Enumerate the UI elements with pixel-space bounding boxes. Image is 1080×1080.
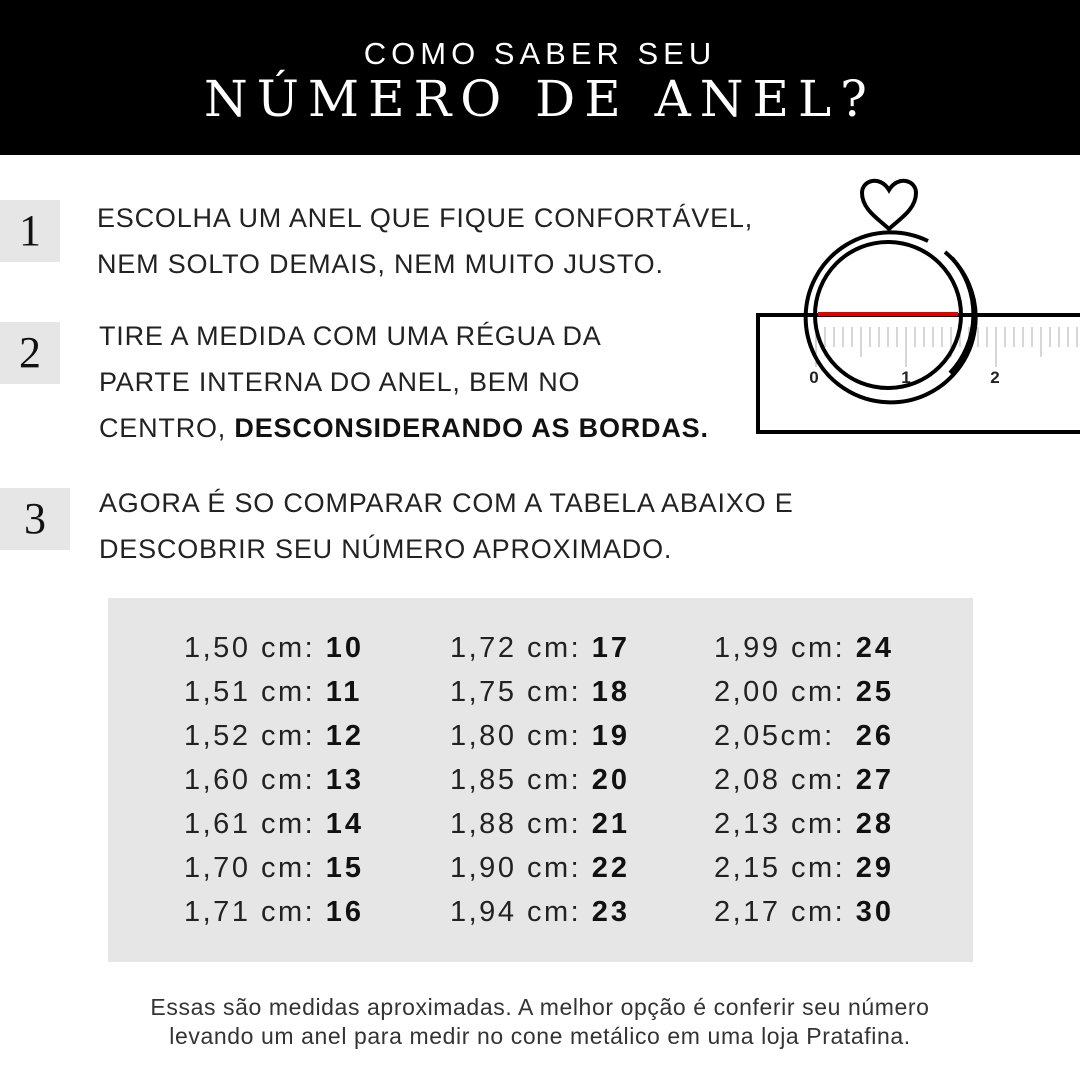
size-table-cell: 2,05cm: 26 (714, 720, 894, 753)
measurement: 1,70 cm: (184, 852, 326, 884)
measurement: 2,08 cm: (714, 764, 856, 796)
ring-size: 19 (591, 720, 631, 752)
measurement: 1,71 cm: (184, 896, 326, 928)
size-table-cell: 1,51 cm: 11 (184, 676, 362, 709)
size-table-cell: 1,71 cm: 16 (184, 896, 364, 929)
ring-size: 11 (325, 676, 363, 708)
size-table-cell: 1,80 cm: 19 (450, 720, 630, 753)
measurement: 1,90 cm: (450, 852, 592, 884)
heart-ring-icon (803, 178, 978, 405)
ring-size: 10 (325, 632, 365, 664)
measurement: 1,50 cm: (184, 632, 326, 664)
ring-size: 26 (855, 720, 895, 752)
ruler-label-2: 2 (990, 368, 999, 387)
step-2-text: TIRE A MEDIDA COM UMA RÉGUA DA PARTE INT… (99, 313, 709, 451)
ring-size: 20 (591, 764, 631, 796)
ring-size: 24 (855, 632, 895, 664)
size-table-cell: 1,72 cm: 17 (450, 632, 630, 665)
measurement: 2,15 cm: (714, 852, 856, 884)
ring-size: 12 (325, 720, 365, 752)
ring-ruler-illustration: 0 1 2 (756, 178, 1080, 434)
measurement: 1,80 cm: (450, 720, 592, 752)
size-table-cell: 1,60 cm: 13 (184, 764, 364, 797)
ruler-label-1: 1 (901, 368, 910, 387)
ring-size: 28 (855, 808, 895, 840)
ring-size: 29 (855, 852, 895, 884)
measurement: 1,88 cm: (450, 808, 592, 840)
step-line: DESCOBRIR SEU NÚMERO APROXIMADO. (99, 534, 673, 564)
ring-size: 18 (591, 676, 631, 708)
measurement: 1,85 cm: (450, 764, 592, 796)
size-table-cell: 1,90 cm: 22 (450, 852, 630, 885)
size-table: 1,50 cm: 10 1,51 cm: 11 1,52 cm: 12 1,60 cm… (108, 598, 973, 962)
ring-size: 15 (325, 852, 365, 884)
size-table-cell: 1,94 cm: 23 (450, 896, 630, 929)
size-table-cell: 1,88 cm: 21 (450, 808, 630, 841)
measurement: 1,51 cm: (184, 676, 326, 708)
measurement: 1,60 cm: (184, 764, 326, 796)
header-subtitle: COMO SABER SEU (363, 36, 717, 71)
header-banner: COMO SABER SEU NÚMERO DE ANEL? (0, 0, 1080, 155)
ring-size: 22 (591, 852, 631, 884)
measurement: 1,94 cm: (450, 896, 592, 928)
measurement: 2,17 cm: (714, 896, 856, 928)
footer-note: Essas são medidas aproximadas. A melhor … (0, 993, 1080, 1051)
step-line: AGORA É SO COMPARAR COM A TABELA ABAIXO … (99, 488, 794, 518)
step-line: PARTE INTERNA DO ANEL, BEM NO (99, 367, 581, 397)
measurement: 1,75 cm: (450, 676, 592, 708)
size-table-cell: 2,13 cm: 28 (714, 808, 894, 841)
measurement: 1,99 cm: (714, 632, 856, 664)
ring-size: 21 (591, 808, 631, 840)
ring-size: 23 (591, 896, 631, 928)
size-table-cell: 1,70 cm: 15 (184, 852, 364, 885)
ring-size: 16 (325, 896, 365, 928)
size-table-cell: 1,99 cm: 24 (714, 632, 894, 665)
step-number-2: 2 (0, 322, 60, 384)
step-1-text: ESCOLHA UM ANEL QUE FIQUE CONFORTÁVEL, N… (97, 195, 753, 287)
size-table-cell: 2,08 cm: 27 (714, 764, 894, 797)
step-emphasis: DESCONSIDERANDO AS BORDAS. (234, 413, 709, 443)
step-line-text: CENTRO, (99, 413, 235, 443)
step-line: CENTRO, DESCONSIDERANDO AS BORDAS. (99, 405, 709, 451)
footer-line: levando um anel para medir no cone metál… (169, 1023, 911, 1049)
step-3-text: AGORA É SO COMPARAR COM A TABELA ABAIXO … (99, 480, 794, 572)
size-table-cell: 1,85 cm: 20 (450, 764, 630, 797)
ring-size: 25 (855, 676, 895, 708)
ring-size: 17 (591, 632, 631, 664)
measurement: 1,52 cm: (184, 720, 326, 752)
ruler-label-0: 0 (809, 368, 818, 387)
ring-size: 14 (325, 808, 365, 840)
size-table-cell: 2,00 cm: 25 (714, 676, 894, 709)
ring-size: 27 (855, 764, 895, 796)
size-table-cell: 1,50 cm: 10 (184, 632, 364, 665)
page-title: NÚMERO DE ANEL? (204, 70, 876, 128)
step-number-3: 3 (0, 488, 70, 550)
measurement: 1,61 cm: (184, 808, 326, 840)
measurement: 2,05cm: (714, 720, 856, 752)
ring-size: 13 (325, 764, 365, 796)
measurement: 2,00 cm: (714, 676, 856, 708)
step-line: TIRE A MEDIDA COM UMA RÉGUA DA (99, 321, 602, 351)
size-table-cell: 1,61 cm: 14 (184, 808, 364, 841)
step-number-1: 1 (0, 200, 60, 262)
measurement: 2,13 cm: (714, 808, 856, 840)
step-line: NEM SOLTO DEMAIS, NEM MUITO JUSTO. (97, 249, 664, 279)
size-table-cell: 2,15 cm: 29 (714, 852, 894, 885)
size-table-cell: 1,75 cm: 18 (450, 676, 630, 709)
size-table-cell: 1,52 cm: 12 (184, 720, 364, 753)
size-table-cell: 2,17 cm: 30 (714, 896, 894, 929)
measurement: 1,72 cm: (450, 632, 592, 664)
ring-size: 30 (855, 896, 895, 928)
step-line: ESCOLHA UM ANEL QUE FIQUE CONFORTÁVEL, (97, 203, 754, 233)
footer-line: Essas são medidas aproximadas. A melhor … (150, 994, 930, 1020)
